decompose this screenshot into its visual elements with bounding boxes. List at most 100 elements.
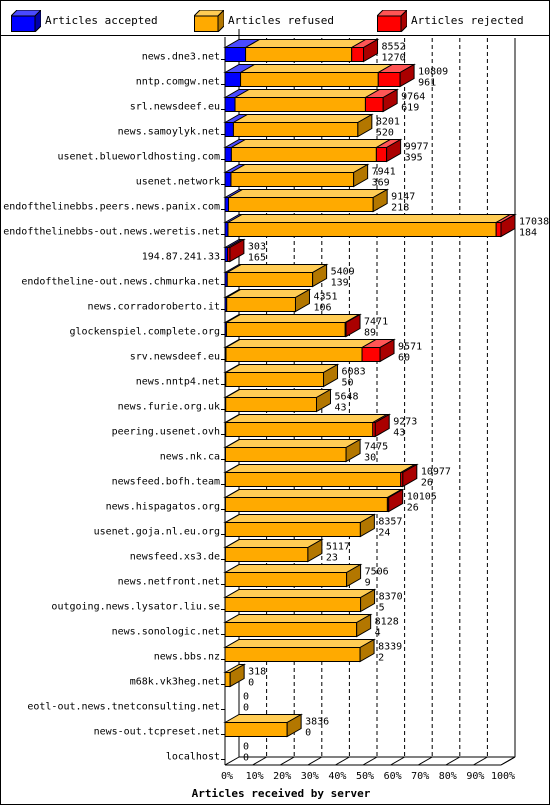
bar-segment-accepted [224,147,232,162]
bar-segment-refused-side [294,288,310,313]
bar-segment-refused [224,647,361,662]
category-label: news.corradoroberto.it [88,302,220,313]
total-label: 8357 [378,517,402,528]
accepted-label: 1270 [382,53,406,64]
category-label: usenet.blueworldhosting.com [57,152,220,163]
category-label: news.dne3.net [142,52,220,63]
category-label: nntp.comgw.net [136,77,220,88]
legend-label-rejected: Articles rejected [411,14,524,27]
category-label: newsfeed.xs3.de [130,552,220,563]
total-label: 6083 [342,367,366,378]
bar-segment-refused-side [229,663,245,688]
bar-segment-accepted [224,72,242,87]
category-label: news.nk.ca [160,452,220,463]
category-label: news.samoylyk.net [118,127,220,138]
bar-segment-rejected-side [363,38,379,63]
accepted-label: 50 [342,378,354,389]
bar-segment-refused-top [226,189,390,198]
category-label: usenet.goja.nl.eu.org [94,527,220,538]
total-label: 318 [248,667,266,678]
bar-segment-rejected-side [382,88,398,113]
accepted-label: 9 [365,578,371,589]
bar-segment-refused-top [223,364,340,373]
accepted-label: 0 [243,753,249,764]
bar-segment-refused-side [315,388,331,413]
bar-segment-rejected-side [402,463,418,488]
bar-segment-refused-side [286,713,302,738]
accepted-label: 369 [372,178,390,189]
bar-segment-refused-top [226,214,513,223]
bar-segment-refused [234,97,366,112]
accepted-label: 0 [305,728,311,739]
x-tick-label: 0% [221,771,233,782]
bar-segment-refused-top [224,339,378,348]
bar-segment-rejected-side [374,413,390,438]
bar-segment-rejected-side [345,313,361,338]
category-label: news.sonologic.net [112,627,220,638]
bar-segment-accepted [224,47,247,62]
total-label: 7941 [372,167,396,178]
bar-segment-accepted [224,172,232,187]
accepted-label: 619 [401,103,419,114]
bar-segment-refused-top [223,464,417,473]
total-label: 7506 [365,567,389,578]
category-label: glockenspiel.complete.org [69,327,220,338]
bar-segment-refused-side [357,113,373,138]
bar-segment-refused-side [359,638,375,663]
bar-segment-refused [226,297,296,312]
total-label: 5409 [331,267,355,278]
accepted-label: 23 [326,553,338,564]
accepted-label: 0 [243,703,249,714]
bar-segment-rejected [351,47,365,62]
bar-segment-refused-top [223,414,389,423]
category-label: news.furie.org.uk [118,402,220,413]
floor-tick [252,756,267,766]
category-label: news.hispagatos.org [106,502,220,513]
x-tick-label: 90% [466,771,484,782]
category-label: news.nntp4.net [136,377,220,388]
bar-segment-refused-top [223,614,373,623]
bar-segment-refused [224,572,348,587]
floor-tick [473,756,488,766]
bar-segment-refused-top [223,564,363,573]
accepted-label: 2 [378,653,384,664]
floor-tick [307,756,323,766]
floor-tick [417,756,433,766]
accepted-label: 961 [418,78,436,89]
legend-label-accepted: Articles accepted [45,14,158,27]
bar-segment-rejected [375,147,388,162]
accepted-label: 4 [375,628,381,639]
bar-segment-rejected-side [386,138,402,163]
floor-tick [335,756,350,766]
bar-segment-refused-top [223,589,377,598]
floor-tick [224,756,240,766]
total-label: 7471 [364,317,388,328]
bar-segment-refused [225,422,374,437]
bar-segment-refused [224,597,362,612]
total-label: 5117 [326,542,350,553]
x-axis-corner [500,756,516,766]
category-label: srl.newsdeef.eu [130,102,220,113]
bar-segment-refused [225,397,317,412]
bar-segment-accepted [224,197,230,212]
category-label: news-out.tcpreset.net [94,727,220,738]
accepted-label: 30 [364,453,376,464]
category-label: eotl-out.news.tnetconsulting.net [27,702,220,713]
bar-segment-refused-side [360,588,376,613]
x-tick-label: 70% [411,771,429,782]
category-label: newsfeed.bofh.team [112,477,220,488]
bar-segment-refused-side [372,188,388,213]
x-tick-label: 30% [301,771,319,782]
x-tick-label: 10% [246,771,264,782]
total-label: 9977 [405,142,429,153]
total-label: 8370 [379,592,403,603]
bar-segment-refused-top [233,89,382,98]
category-label: 194.87.241.33 [142,252,220,263]
bar-segment-refused [224,722,288,737]
bar-segment-refused [224,497,388,512]
bar-segment-refused [225,372,325,387]
bar-segment-rejected [361,347,381,362]
bar-segment-refused-top [223,489,404,498]
bar-segment-refused [226,272,314,287]
bar-segment-refused-top [238,64,395,73]
